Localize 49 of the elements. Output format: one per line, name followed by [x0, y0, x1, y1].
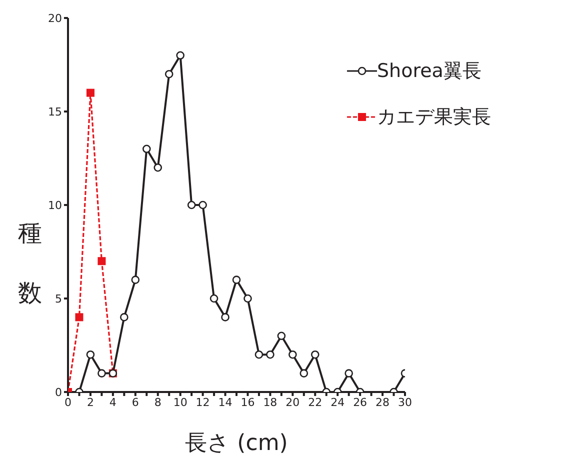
point — [164, 70, 174, 78]
legend-label: Shorea翼長 — [377, 59, 482, 84]
point — [210, 294, 218, 303]
point — [187, 200, 196, 210]
x-tick-label: 30 — [398, 396, 412, 409]
point — [131, 276, 140, 284]
x-tick-label: 28 — [376, 396, 390, 409]
x-tick-label: 18 — [263, 396, 278, 409]
point — [277, 332, 286, 340]
point — [288, 350, 297, 359]
y-tick-label: 20 — [48, 12, 62, 25]
legend-label: カエデ果実長 — [377, 105, 491, 130]
x-tick-label: 22 — [308, 396, 322, 409]
x-axis-title: 長さ (cm) — [185, 431, 288, 456]
x-tick-label: 8 — [154, 396, 162, 409]
x-tick-label: 4 — [109, 396, 116, 409]
x-tick-label: 16 — [240, 396, 255, 409]
x-tick-label: 24 — [330, 396, 345, 409]
point — [98, 257, 106, 266]
point — [344, 369, 353, 378]
point — [176, 51, 184, 60]
x-tick-label: 14 — [218, 396, 232, 409]
point — [154, 163, 162, 172]
y-tick-label: 5 — [55, 292, 62, 306]
point — [86, 88, 94, 97]
point — [98, 369, 106, 378]
x-tick-label: 10 — [173, 396, 188, 409]
x-tick-label: 2 — [86, 396, 94, 409]
x-tick-label: 12 — [196, 396, 210, 409]
x-tick-label: 26 — [353, 396, 368, 409]
y-tick-label: 0 — [55, 386, 62, 399]
x-tick-label: 0 — [64, 396, 72, 409]
point — [86, 350, 95, 359]
point — [300, 369, 308, 378]
point — [254, 350, 264, 359]
point — [244, 294, 252, 303]
x-tick-label: 6 — [132, 396, 139, 409]
point — [266, 350, 274, 359]
y-tick-label: 10 — [48, 198, 62, 212]
point — [75, 313, 84, 322]
point — [232, 276, 241, 284]
y-tick-label: 15 — [48, 105, 62, 118]
point — [142, 144, 151, 154]
point — [198, 200, 207, 210]
point — [120, 313, 128, 322]
point — [221, 313, 230, 322]
x-tick-label: 20 — [286, 396, 300, 409]
text: 種数 — [18, 219, 42, 307]
point — [310, 350, 320, 359]
